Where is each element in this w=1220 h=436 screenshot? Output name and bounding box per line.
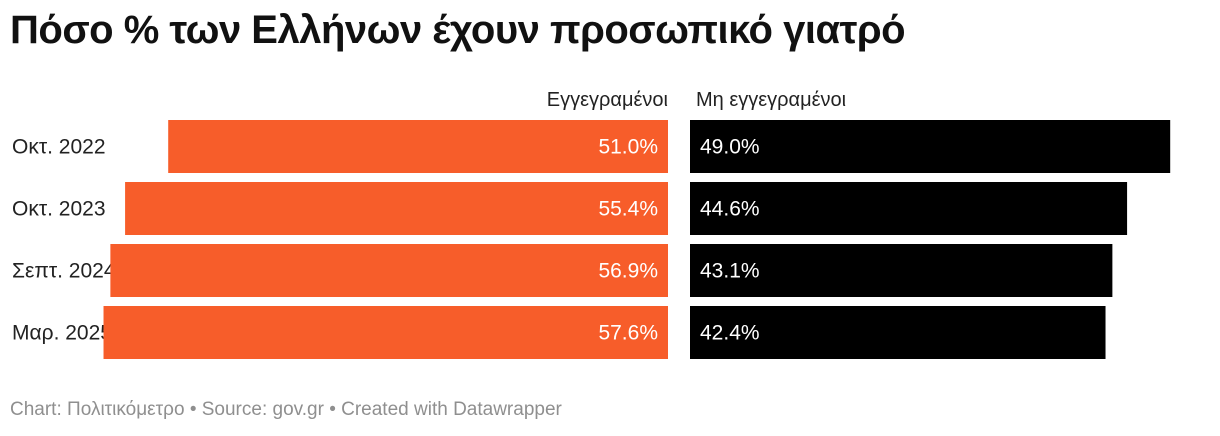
footer-tool: Created with Datawrapper xyxy=(341,399,562,420)
chart-footer: Chart: Πολιτικόμετρο • Source: gov.gr • … xyxy=(10,399,562,421)
category-label: Οκτ. 2022 xyxy=(12,136,106,159)
series-header-unregistered: Μη εγγεγραμένοι xyxy=(696,89,846,111)
data-label-unregistered: 49.0% xyxy=(700,136,760,159)
bar-unregistered xyxy=(690,182,1128,235)
footer-separator: • xyxy=(189,399,197,420)
chart-title: Πόσο % των Ελλήνων έχουν προσωπικό γιατρ… xyxy=(10,8,906,52)
series-header-registered: Εγγεγραμένοι xyxy=(547,89,668,111)
bar-unregistered xyxy=(690,120,1171,173)
data-label-registered: 51.0% xyxy=(598,136,658,159)
data-label-registered: 57.6% xyxy=(598,322,658,345)
footer-separator: • xyxy=(329,399,336,420)
category-label: Σεπτ. 2024 xyxy=(12,260,116,283)
data-label-registered: 55.4% xyxy=(598,198,658,221)
data-label-unregistered: 43.1% xyxy=(700,260,760,283)
bar-registered xyxy=(168,120,668,173)
data-label-registered: 56.9% xyxy=(598,260,658,283)
bar-registered xyxy=(110,244,668,297)
data-label-unregistered: 44.6% xyxy=(700,198,760,221)
footer-source: Source: gov.gr xyxy=(201,399,324,420)
bar-registered xyxy=(125,182,668,235)
footer-credit: Chart: Πολιτικόμετρο xyxy=(10,399,185,420)
bar-unregistered xyxy=(690,306,1106,359)
data-label-unregistered: 42.4% xyxy=(700,322,760,345)
category-label: Οκτ. 2023 xyxy=(12,198,106,221)
category-label: Μαρ. 2025 xyxy=(12,322,112,345)
bar-registered xyxy=(103,306,668,359)
bar-unregistered xyxy=(690,244,1113,297)
